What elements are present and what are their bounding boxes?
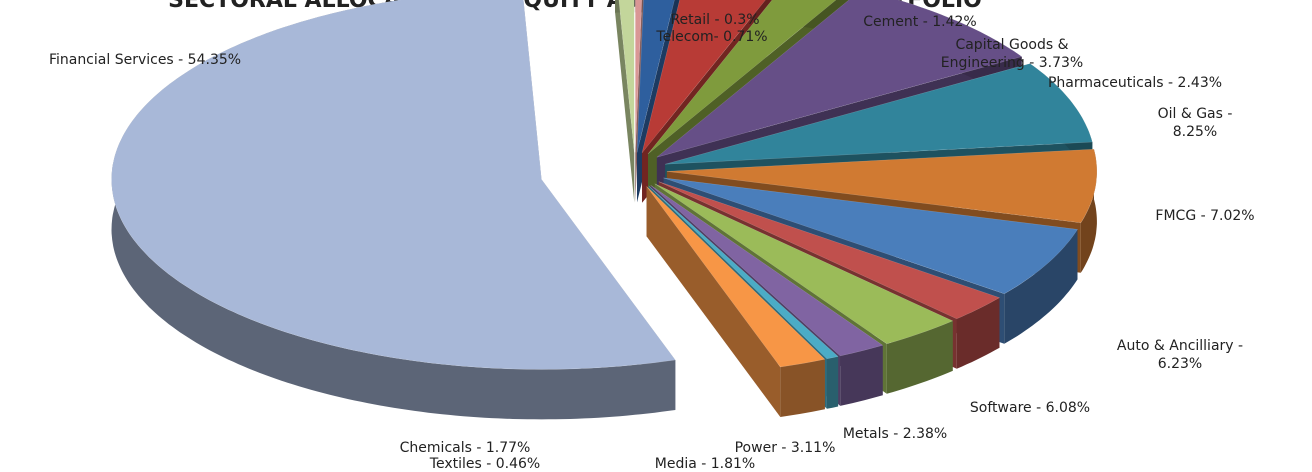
slice-side: [111, 0, 676, 420]
slice: [641, 0, 766, 153]
slice: [650, 185, 884, 357]
slice-side: [1080, 149, 1097, 273]
slice: [646, 186, 826, 368]
slice: [111, 0, 676, 370]
slice-side: [826, 356, 839, 409]
data-label: Textiles - 0.46%: [429, 456, 541, 472]
slice-side: [1004, 229, 1078, 344]
data-label: Media - 1.81%: [654, 456, 756, 472]
slice: [636, 0, 675, 153]
slice-cut-face: [615, 0, 635, 203]
slice-side: [840, 345, 883, 406]
slice: [618, 0, 635, 153]
slice: [656, 0, 1023, 158]
data-label: Capital Goods & Engineering - 3.73%: [940, 37, 1084, 71]
data-label: FMCG - 7.02%: [1155, 208, 1255, 224]
slice: [663, 177, 1078, 295]
slice: [665, 63, 1093, 165]
data-label: Pharmaceuticals - 2.43%: [1047, 75, 1223, 91]
data-label: Telecom- 0.71%: [656, 29, 768, 45]
data-label: Retail - 0.3%: [670, 12, 760, 28]
data-label: Auto & Ancilliary - 6.23%: [1116, 338, 1244, 372]
slice: [658, 181, 1001, 320]
slice-cut-face: [646, 186, 781, 417]
data-label: Chemicals - 1.77%: [399, 440, 531, 456]
data-label: Cement - 1.42%: [863, 14, 977, 30]
slice: [654, 183, 954, 345]
slice-side: [780, 359, 825, 417]
data-label: Power - 3.11%: [734, 440, 836, 456]
slice: [666, 148, 1098, 224]
slice: [647, 0, 837, 155]
data-label: Financial Services - 54.35%: [48, 52, 242, 68]
slice: [635, 0, 643, 153]
data-label: Oil & Gas - 8.25%: [1157, 106, 1233, 140]
slice: [648, 185, 839, 360]
data-label: Metals - 2.38%: [842, 426, 948, 442]
slice-side: [886, 320, 953, 394]
slice-side: [956, 297, 1000, 369]
data-label: Software - 6.08%: [969, 400, 1091, 416]
